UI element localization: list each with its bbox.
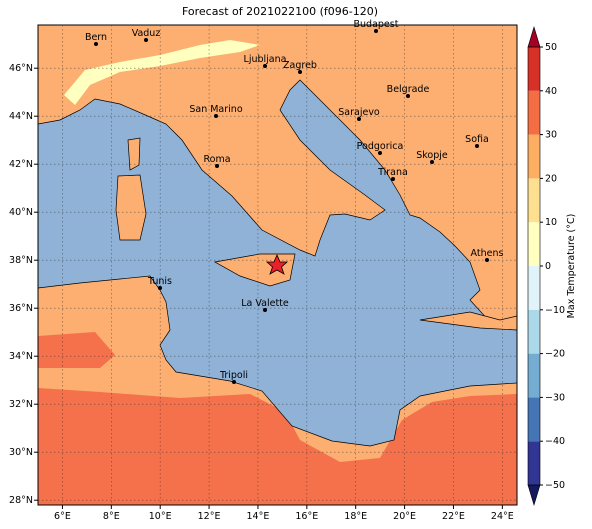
colorbar-label: Max Temperature (°C) (566, 214, 577, 319)
y-tick-label: 44°N (9, 111, 33, 122)
city-label: Budapest (354, 19, 399, 30)
city-label: Zagreb (283, 60, 317, 71)
city-label: Podgorica (357, 141, 404, 152)
hot-region (38, 332, 115, 368)
city-marker (263, 308, 267, 312)
city-label: Athens (471, 248, 504, 259)
city-marker (94, 42, 98, 46)
colorbar-tick-label: −30 (545, 392, 565, 403)
city-marker (298, 70, 302, 74)
x-tick-label: 20°E (393, 511, 416, 522)
colorbar-tick-label: −40 (545, 436, 565, 447)
colorbar-segment (528, 134, 540, 179)
city-marker (374, 29, 378, 33)
colorbar-extend (527, 25, 541, 48)
city-marker (214, 114, 218, 118)
colorbar-segment (528, 47, 540, 91)
city-label: Vaduz (132, 28, 161, 39)
y-tick-label: 36°N (9, 303, 33, 314)
map-frame (37, 24, 518, 506)
colorbar-tick-label: 50 (545, 42, 557, 53)
y-tick-label: 38°N (9, 255, 33, 266)
city-label: Sarajevo (338, 107, 380, 118)
colorbar-segment (528, 178, 540, 223)
y-tick-label: 32°N (9, 399, 33, 410)
x-tick-label: 10°E (149, 511, 172, 522)
colorbar-tick-label: 40 (545, 86, 557, 97)
map-title: Forecast of 2021022100 (f096-120) (182, 5, 378, 18)
city-marker (215, 164, 219, 168)
city-label: Ljubljana (244, 54, 287, 65)
city-marker (263, 64, 267, 68)
colorbar-tick-label: 10 (545, 217, 557, 228)
colorbar-tick-label: 20 (545, 173, 557, 184)
city-marker (475, 144, 479, 148)
x-tick-label: 24°E (491, 511, 514, 522)
colorbar-tick-label: 30 (545, 130, 557, 141)
y-tick-label: 30°N (9, 447, 33, 458)
colorbar-segment (528, 353, 540, 398)
city-marker (391, 177, 395, 181)
city-label: Tirana (377, 167, 408, 178)
y-tick-label: 34°N (9, 351, 33, 362)
city-label: Skopje (416, 150, 448, 161)
city-marker (158, 286, 162, 290)
x-tick-label: 14°E (247, 511, 270, 522)
star-marker (265, 253, 289, 275)
colorbar-segment (528, 266, 540, 310)
city-marker (378, 151, 382, 155)
city-label: Belgrade (387, 84, 430, 95)
colorbar-tick-label: 0 (545, 261, 551, 272)
y-tick-label: 28°N (9, 495, 33, 506)
sardinia (115, 174, 147, 241)
colorbar-segment (528, 90, 540, 135)
x-tick-label: 6°E (54, 511, 71, 522)
y-tick-label: 46°N (9, 63, 33, 74)
city-label: Sofia (465, 134, 489, 145)
city-marker (430, 160, 434, 164)
city-marker (232, 380, 236, 384)
city-label: Bern (85, 32, 107, 43)
colorbar-tick-label: −50 (545, 480, 565, 491)
x-tick-label: 12°E (198, 511, 221, 522)
hot-region (38, 388, 517, 505)
city-label: Tripoli (219, 370, 248, 381)
x-tick-label: 8°E (103, 511, 120, 522)
colorbar-tick-label: −20 (545, 349, 565, 360)
x-tick-label: 18°E (344, 511, 367, 522)
colorbar-tick-label: −10 (545, 305, 565, 316)
y-tick-label: 42°N (9, 159, 33, 170)
x-tick-label: 22°E (442, 511, 465, 522)
city-label: Roma (203, 154, 230, 165)
city-marker (357, 117, 361, 121)
city-marker (406, 94, 410, 98)
x-tick-label: 16°E (295, 511, 318, 522)
colorbar-extend (527, 484, 541, 507)
colorbar-segment (528, 222, 540, 266)
crete (419, 311, 517, 331)
cold-patch (64, 40, 260, 105)
corsica (127, 137, 141, 171)
colorbar-segment (528, 309, 540, 354)
colorbar-segment (528, 441, 540, 485)
city-marker (144, 38, 148, 42)
colorbar-segment (528, 397, 540, 442)
city-label: Tunis (147, 276, 172, 287)
y-tick-label: 40°N (9, 207, 33, 218)
city-label: La Valette (241, 298, 289, 309)
city-marker (485, 258, 489, 262)
city-label: San Marino (189, 104, 242, 115)
